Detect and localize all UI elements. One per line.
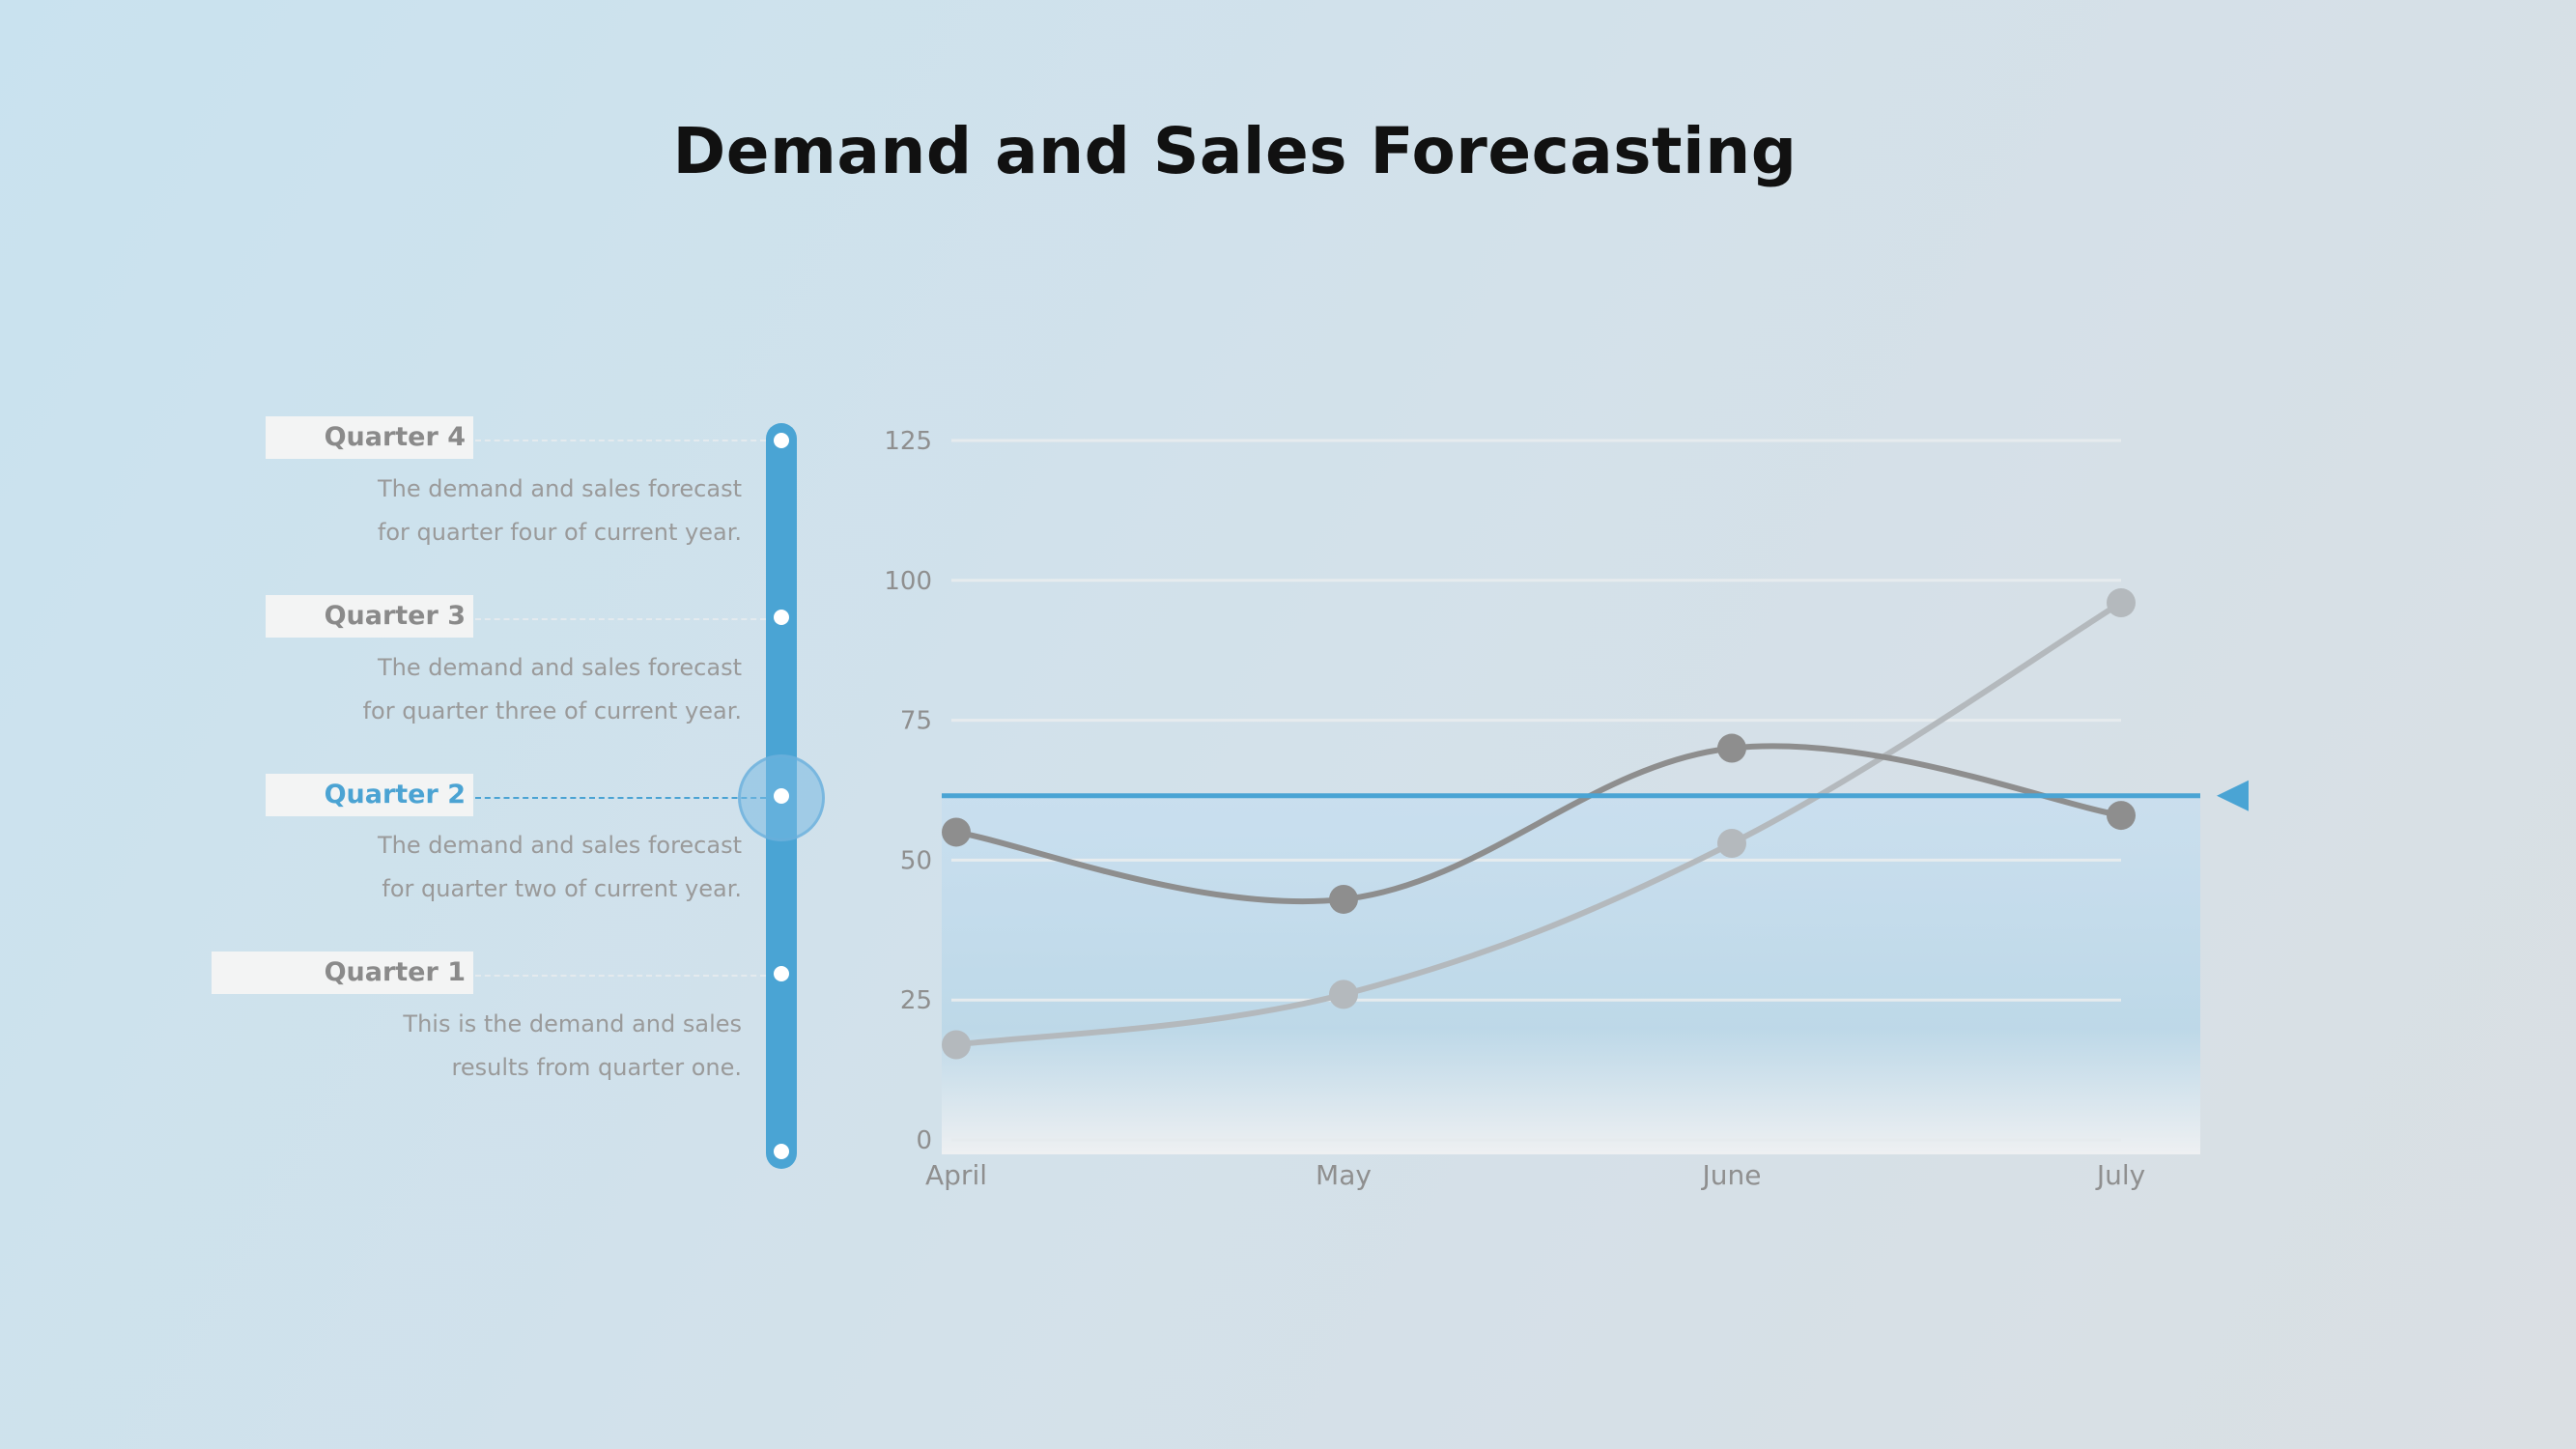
x-tick-label: July xyxy=(2095,1159,2145,1191)
timeline-dot-start xyxy=(774,1144,789,1159)
series-2-point[interactable] xyxy=(2107,587,2136,617)
quarter-3-description-line1: The demand and sales forecast xyxy=(377,654,742,681)
series-1-point[interactable] xyxy=(1717,733,1746,763)
quarter-1-connector xyxy=(475,975,766,977)
threshold-band xyxy=(942,795,2200,1154)
series-1-point[interactable] xyxy=(2107,801,2136,831)
y-tick-label: 0 xyxy=(916,1126,932,1155)
quarter-4-label[interactable]: Quarter 4 xyxy=(266,416,473,459)
quarter-3-description-line2: for quarter three of current year. xyxy=(362,697,742,724)
quarter-3-label[interactable]: Quarter 3 xyxy=(266,595,473,638)
x-tick-label: June xyxy=(1701,1159,1762,1191)
timeline-dot-quarter-2[interactable] xyxy=(774,788,789,804)
series-1-line xyxy=(953,743,2124,905)
timeline-dot-quarter-1[interactable] xyxy=(774,966,789,981)
x-tick-label: April xyxy=(925,1159,987,1191)
y-tick-label: 75 xyxy=(900,707,932,736)
series-2-point[interactable] xyxy=(942,1030,971,1060)
x-tick-label: May xyxy=(1316,1159,1372,1191)
quarter-2-label[interactable]: Quarter 2 xyxy=(266,774,473,816)
threshold-pointer-icon[interactable] xyxy=(2217,780,2249,811)
quarter-1-description-line2: results from quarter one. xyxy=(451,1054,743,1081)
y-tick-label: 100 xyxy=(884,567,932,596)
quarter-1-description-line1: This is the demand and sales xyxy=(403,1010,742,1037)
timeline-dot-quarter-3[interactable] xyxy=(774,610,789,625)
page-title: Demand and Sales Forecasting xyxy=(672,114,1798,188)
series-1-point[interactable] xyxy=(942,817,971,847)
quarter-4-description-line1: The demand and sales forecast xyxy=(377,475,742,502)
series-1-point[interactable] xyxy=(1329,884,1358,914)
y-tick-label: 125 xyxy=(884,427,932,456)
quarter-2-description-line2: for quarter two of current year. xyxy=(382,875,742,902)
quarter-4-description-line2: for quarter four of current year. xyxy=(377,519,742,546)
timeline-dot-quarter-4[interactable] xyxy=(774,433,789,448)
quarter-2-connector xyxy=(475,797,766,799)
y-tick-label: 50 xyxy=(900,846,932,875)
series-2-line xyxy=(953,599,2124,1048)
quarter-4-connector xyxy=(475,440,766,441)
series-2-point[interactable] xyxy=(1329,980,1358,1009)
quarter-2-description-line1: The demand and sales forecast xyxy=(377,832,742,859)
quarter-3-connector xyxy=(475,618,766,620)
y-tick-label: 25 xyxy=(900,986,932,1015)
series-2-point[interactable] xyxy=(1717,829,1746,859)
quarter-1-label[interactable]: Quarter 1 xyxy=(212,952,473,994)
